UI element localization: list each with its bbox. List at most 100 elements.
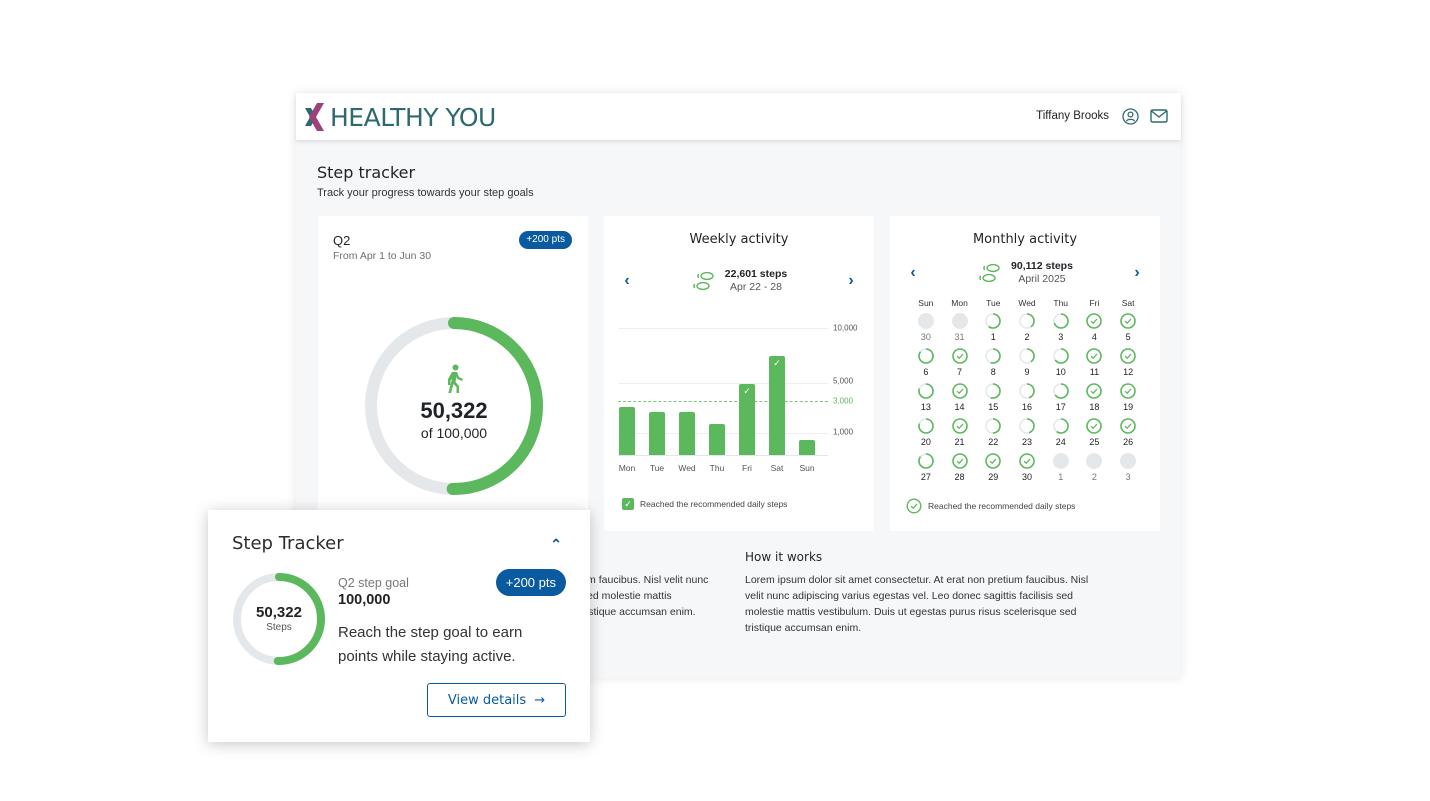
logo[interactable]: HEALTHY YOU [305,101,496,133]
calendar-day[interactable]: 10 [1044,347,1078,382]
calendar-day[interactable]: 3 [1044,312,1078,347]
monthly-summary: 90,112 steps April 2025 [977,260,1073,286]
calendar-day[interactable]: 31 [943,312,977,347]
calendar-day[interactable]: 4 [1078,312,1112,347]
calendar-day[interactable]: 5 [1111,312,1145,347]
weekday-label: Sat [1121,298,1135,308]
partial-progress-ring-icon [1019,418,1035,434]
calendar-day-number: 1 [1058,472,1064,482]
steps-goal: of 100,000 [420,425,488,441]
partial-progress-ring-icon [1019,383,1035,399]
monthly-title: Monthly activity [972,232,1078,247]
calendar-day[interactable]: 15 [976,382,1010,417]
goal-reached-check-icon [1086,348,1103,364]
calendar-day[interactable]: 11 [1078,347,1112,382]
calendar-day-number: 2 [1091,472,1097,482]
goal-line-3000 [618,401,828,402]
calendar-day[interactable]: 18 [1078,382,1112,417]
legend-label: Reached the recommended daily steps [640,499,788,509]
q2-progress-card: Q2 From Apr 1 to Jun 30 +200 pts 50,322 … [318,216,588,531]
xtick-label: Wed [678,463,696,473]
bar-fri[interactable]: ✓ [739,384,755,455]
calendar-day[interactable]: 6 [909,347,943,382]
calendar-day[interactable]: 13 [909,382,943,417]
calendar-day[interactable]: 24 [1044,417,1078,452]
calendar-day[interactable]: 1 [1044,452,1078,487]
ytick-label: 1,000 [833,427,854,437]
partial-progress-ring-icon [918,383,934,399]
calendar-day[interactable]: 21 [943,417,977,452]
goal-reached-check-icon [1120,383,1136,399]
calendar-day[interactable]: 23 [1010,417,1044,452]
bar-wed[interactable] [679,412,695,455]
calendar-day-number: 22 [988,437,999,447]
bar-mon[interactable] [619,407,635,455]
bar-tue[interactable] [649,412,665,455]
goal-reached-check-icon [1120,313,1136,329]
points-badge: +200 pts [519,231,572,249]
calendar-day[interactable]: 7 [943,347,977,382]
calendar-day[interactable]: 25 [1078,417,1112,452]
calendar-day-number: 1 [990,332,996,342]
calendar-day[interactable]: 29 [976,452,1010,487]
calendar-day[interactable]: 30 [1010,452,1044,487]
legend-label: Reached the recommended daily steps [928,501,1076,511]
calendar-day[interactable]: 8 [976,347,1010,382]
how-it-works-text: Lorem ipsum dolor sit amet consectetur. … [745,574,1089,634]
calendar-day[interactable]: 28 [943,452,977,487]
calendar-day[interactable]: 20 [909,417,943,452]
view-details-button[interactable]: View details → [427,683,566,717]
calendar-day[interactable]: 17 [1044,382,1078,417]
calendar-day-number: 30 [920,332,931,342]
mail-icon[interactable] [1149,106,1169,126]
monthly-month: April 2025 [1018,273,1066,285]
previous-month-chevron-icon[interactable]: ‹ [910,264,916,281]
calendar-day[interactable]: 22 [976,417,1010,452]
no-data-circle-icon [1052,453,1069,469]
user-name[interactable]: Tiffany Brooks [1036,110,1109,122]
calendar-day[interactable]: 30 [909,312,943,347]
bar-sat[interactable]: ✓ [769,356,785,455]
calendar-day[interactable]: 3 [1111,452,1145,487]
goal-reached-check-icon [1086,383,1103,399]
footprints-icon [979,263,1000,283]
calendar-day[interactable]: 27 [909,452,943,487]
calendar-day[interactable]: 2 [1010,312,1044,347]
logo-mark-icon [305,103,324,131]
calendar-day[interactable]: 14 [943,382,977,417]
calendar-day[interactable]: 9 [1010,347,1044,382]
widget-progress-ring [233,573,325,665]
goal-reached-check-icon [951,383,968,399]
calendar-weekday-header: Sun Mon Tue Wed Thu Fri Sat [909,298,1145,312]
goal-reached-check-icon [951,348,968,364]
step-tracker-widget: Step Tracker ⌃ 50,322 Steps Q2 step goal… [208,510,590,742]
calendar-day-number: 2 [1024,332,1030,342]
xtick-label: Mon [618,463,636,473]
calendar-day-number: 24 [1055,437,1066,447]
legend-check-circle-icon [906,498,922,514]
bar-thu[interactable] [709,424,725,455]
logo-text: HEALTHY YOU [330,102,496,132]
user-profile-icon[interactable] [1120,106,1140,126]
calendar-day-number: 26 [1123,437,1134,447]
bar-sun[interactable] [799,440,815,455]
weekday-label: Wed [1018,298,1036,308]
next-week-chevron-icon[interactable]: › [848,272,854,289]
next-month-chevron-icon[interactable]: › [1134,264,1140,281]
calendar-day[interactable]: 12 [1111,347,1145,382]
calendar-day[interactable]: 2 [1078,452,1112,487]
monthly-legend: Reached the recommended daily steps [906,498,1075,514]
partial-progress-ring-icon [918,453,934,469]
calendar-day[interactable]: 19 [1111,382,1145,417]
q2-title: Q2 [333,233,351,248]
no-data-circle-icon [951,313,968,329]
previous-week-chevron-icon[interactable]: ‹ [624,272,630,289]
progress-ring [365,317,543,495]
monthly-nav: ‹ 90,112 steps April 2025 › [890,260,1160,286]
calendar-day[interactable]: 26 [1111,417,1145,452]
how-it-works-title: How it works [745,550,823,564]
calendar-day[interactable]: 1 [976,312,1010,347]
calendar-day-number: 7 [957,367,963,377]
calendar-day[interactable]: 16 [1010,382,1044,417]
collapse-chevron-up-icon[interactable]: ⌃ [550,536,562,552]
